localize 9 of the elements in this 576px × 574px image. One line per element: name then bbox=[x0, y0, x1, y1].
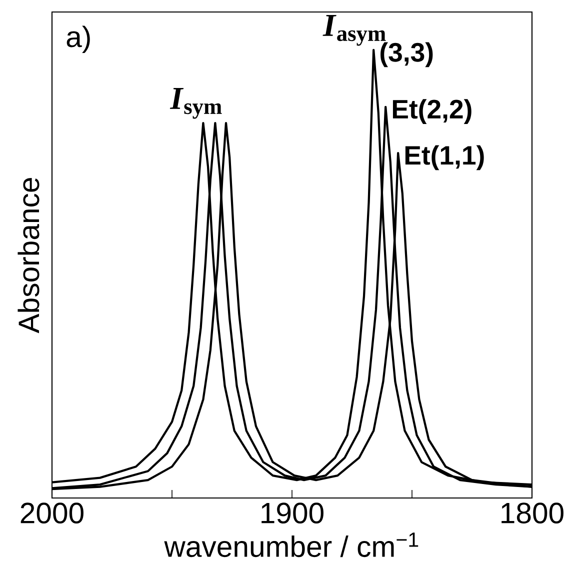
y-axis-title: Absorbance bbox=[18, 178, 40, 334]
x-tick-label: 2000 bbox=[20, 502, 84, 524]
annotation: a) bbox=[66, 26, 90, 54]
x-tick-label: 1800 bbox=[502, 502, 564, 524]
x-axis-title: wavenumber / cm$^{−1}$ bbox=[164, 532, 418, 558]
series-label: Et(1,1) bbox=[405, 145, 484, 170]
annotation: I$_{sym}$ bbox=[170, 88, 222, 119]
x-tick-label: 1900 bbox=[262, 502, 324, 524]
series-label: Et(2,2) bbox=[392, 99, 472, 124]
